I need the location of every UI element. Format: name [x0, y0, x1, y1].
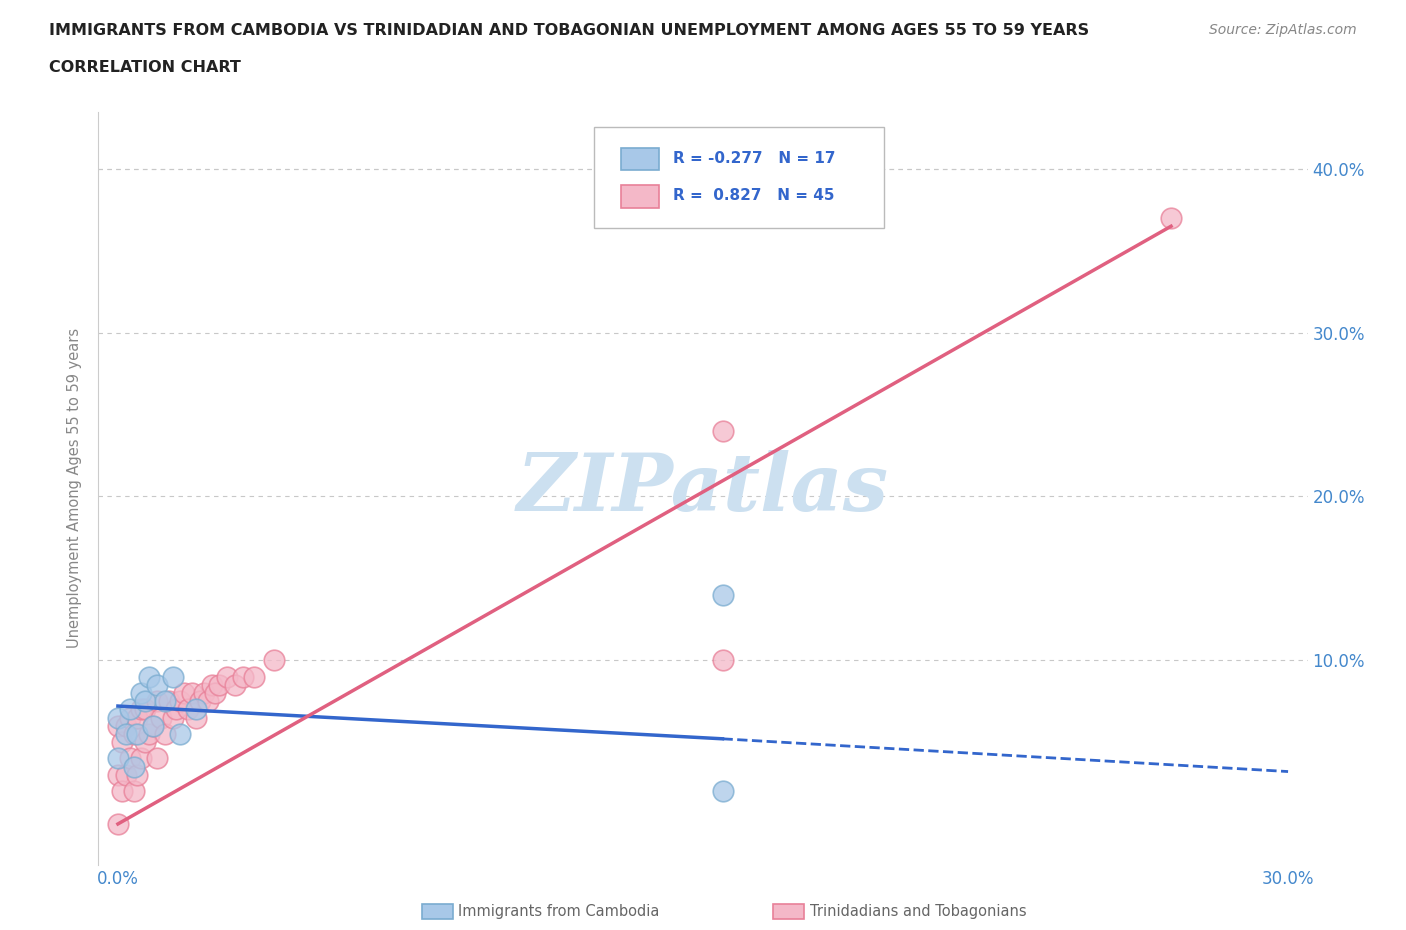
Point: [711, 653, 734, 668]
Point: [131, 751, 153, 766]
Point: [122, 726, 145, 741]
Point: [208, 677, 231, 692]
Text: R =  0.827   N = 45: R = 0.827 N = 45: [672, 189, 834, 204]
Point: [122, 784, 145, 799]
Point: [217, 670, 239, 684]
Text: Trinidadians and Tobagonians: Trinidadians and Tobagonians: [810, 904, 1026, 919]
Point: [184, 711, 207, 725]
Point: [138, 670, 160, 684]
Text: Immigrants from Cambodia: Immigrants from Cambodia: [458, 904, 659, 919]
Point: [146, 694, 169, 709]
Point: [107, 767, 129, 782]
Point: [114, 718, 136, 733]
Text: Source: ZipAtlas.com: Source: ZipAtlas.com: [1209, 23, 1357, 37]
Point: [111, 784, 134, 799]
Point: [127, 711, 149, 725]
Point: [177, 702, 200, 717]
Point: [153, 726, 176, 741]
Point: [162, 711, 184, 725]
Point: [1160, 210, 1182, 225]
Point: [165, 702, 187, 717]
FancyBboxPatch shape: [595, 126, 884, 229]
Point: [134, 735, 156, 750]
Point: [127, 726, 149, 741]
Point: [131, 685, 153, 700]
Point: [197, 694, 219, 709]
Y-axis label: Unemployment Among Ages 55 to 59 years: Unemployment Among Ages 55 to 59 years: [67, 328, 83, 648]
Point: [138, 726, 160, 741]
Point: [711, 423, 734, 438]
Point: [114, 767, 136, 782]
Point: [181, 685, 204, 700]
Point: [142, 718, 165, 733]
Point: [118, 711, 141, 725]
Point: [118, 702, 141, 717]
Text: IMMIGRANTS FROM CAMBODIA VS TRINIDADIAN AND TOBAGONIAN UNEMPLOYMENT AMONG AGES 5: IMMIGRANTS FROM CAMBODIA VS TRINIDADIAN …: [49, 23, 1090, 38]
Point: [134, 694, 156, 709]
Point: [184, 702, 207, 717]
Point: [157, 694, 180, 709]
Point: [149, 711, 172, 725]
Point: [232, 670, 254, 684]
Point: [131, 702, 153, 717]
Point: [127, 767, 149, 782]
Point: [107, 817, 129, 831]
Text: CORRELATION CHART: CORRELATION CHART: [49, 60, 240, 75]
Point: [711, 784, 734, 799]
Point: [114, 726, 136, 741]
Point: [162, 670, 184, 684]
Point: [111, 735, 134, 750]
Point: [122, 759, 145, 774]
Point: [200, 677, 222, 692]
Point: [169, 694, 191, 709]
Point: [169, 726, 191, 741]
Point: [146, 751, 169, 766]
FancyBboxPatch shape: [621, 185, 659, 208]
Point: [146, 677, 169, 692]
Point: [188, 694, 211, 709]
Text: R = -0.277   N = 17: R = -0.277 N = 17: [672, 151, 835, 166]
Text: ZIPatlas: ZIPatlas: [517, 449, 889, 527]
Point: [107, 711, 129, 725]
Point: [224, 677, 246, 692]
Point: [193, 685, 215, 700]
Point: [173, 685, 195, 700]
Point: [243, 670, 266, 684]
Point: [118, 751, 141, 766]
Point: [711, 587, 734, 602]
Point: [107, 751, 129, 766]
Point: [142, 718, 165, 733]
Point: [263, 653, 285, 668]
FancyBboxPatch shape: [621, 148, 659, 170]
Point: [204, 685, 226, 700]
Point: [134, 702, 156, 717]
Point: [153, 694, 176, 709]
Point: [107, 718, 129, 733]
